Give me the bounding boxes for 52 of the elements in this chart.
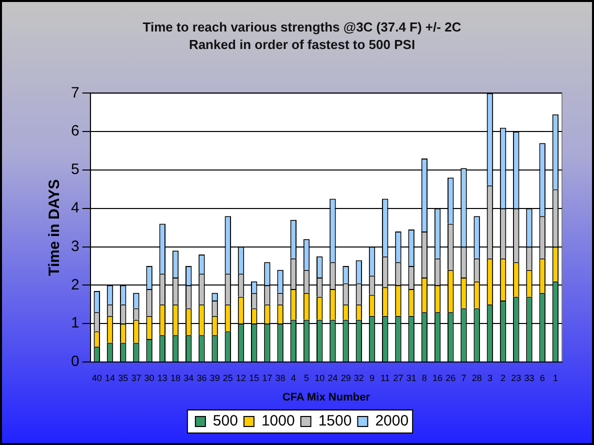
- x-tick-label: 13: [157, 372, 168, 383]
- x-tick-label: 37: [131, 372, 142, 383]
- x-tick-label: 1: [552, 372, 558, 383]
- y-tick-label: 5: [71, 161, 80, 178]
- x-tick-label: 3: [487, 372, 492, 383]
- x-tick-label: 33: [524, 372, 534, 383]
- x-tick-label: 38: [275, 372, 286, 383]
- x-tick-label: 40: [92, 372, 102, 383]
- x-tick-label: 8: [422, 372, 427, 383]
- x-tick-label: 30: [144, 372, 154, 383]
- x-tick-label: 24: [328, 372, 338, 383]
- x-tick-label: 5: [304, 372, 310, 383]
- x-tick-label: 35: [118, 372, 128, 383]
- x-tick-label: 23: [511, 372, 522, 383]
- x-tick-label: 16: [432, 372, 443, 383]
- x-tick-label: 34: [184, 372, 194, 383]
- legend-label: 2000: [375, 412, 409, 430]
- x-tick-label: 32: [354, 372, 364, 383]
- x-tick-label: 15: [249, 372, 260, 383]
- x-tick-label: 27: [393, 372, 404, 383]
- x-tick-label: 14: [104, 372, 116, 383]
- x-tick-label: 31: [406, 372, 416, 383]
- y-tick-label: 6: [71, 122, 80, 140]
- x-axis-title: CFA Mix Number: [282, 391, 371, 404]
- y-axis-title: Time in DAYS: [46, 179, 64, 276]
- x-tick-label: 10: [314, 372, 325, 383]
- x-tick-label: 9: [370, 372, 375, 383]
- y-tick-label: 3: [71, 238, 80, 255]
- x-tick-label: 36: [196, 372, 207, 383]
- legend-label: 1000: [261, 412, 295, 430]
- y-tick-label: 2: [71, 276, 80, 294]
- x-tick-label: 12: [236, 372, 246, 383]
- y-tick-label: 4: [71, 200, 80, 217]
- y-tick-label: 7: [71, 84, 80, 102]
- x-tick-label: 2: [500, 372, 506, 383]
- x-tick-label: 4: [290, 372, 296, 383]
- x-tick-label: 17: [262, 372, 272, 383]
- x-tick-label: 11: [380, 372, 390, 383]
- chart-title: Time to reach various strengths @3C (37.4 F) +/- 2C: [142, 19, 462, 34]
- x-tick-label: 39: [210, 372, 220, 383]
- x-tick-label: 26: [446, 372, 456, 383]
- x-tick-label: 6: [540, 372, 545, 383]
- x-tick-label: 29: [340, 372, 351, 383]
- y-tick-label: 0: [71, 353, 80, 370]
- x-tick-label: 28: [472, 372, 482, 383]
- legend-label: 1500: [318, 412, 352, 430]
- y-tick-label: 1: [71, 314, 80, 332]
- x-tick-label: 18: [170, 372, 181, 383]
- legend-label: 500: [212, 412, 238, 430]
- chart-subtitle: Ranked in order of fastest to 500 PSI: [188, 36, 416, 52]
- x-tick-label: 25: [222, 372, 233, 383]
- x-tick-label: 7: [461, 372, 466, 383]
